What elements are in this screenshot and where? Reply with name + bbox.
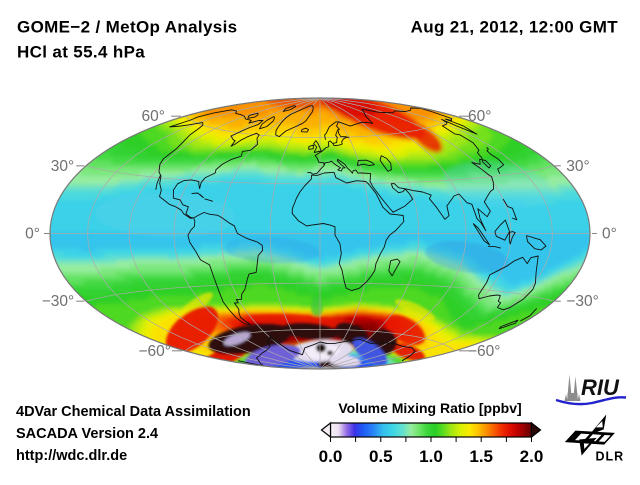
svg-text:2.0: 2.0 xyxy=(520,447,544,466)
svg-text:1.5: 1.5 xyxy=(469,447,493,466)
svg-text:Aug 21, 2012, 12:00 GMT: Aug 21, 2012, 12:00 GMT xyxy=(411,18,619,37)
svg-text:HCl at 55.4 hPa: HCl at 55.4 hPa xyxy=(17,42,145,61)
svg-text:−60°: −60° xyxy=(139,343,172,360)
svg-text:30°: 30° xyxy=(566,158,589,175)
svg-text:−30°: −30° xyxy=(566,293,599,310)
svg-text:60°: 60° xyxy=(468,108,491,125)
svg-text:GOME−2 / MetOp Analysis: GOME−2 / MetOp Analysis xyxy=(17,18,237,37)
svg-text:0.5: 0.5 xyxy=(369,447,393,466)
svg-text:−30°: −30° xyxy=(42,293,75,310)
svg-text:SACADA Version 2.4: SACADA Version 2.4 xyxy=(16,426,158,442)
svg-text:0°: 0° xyxy=(602,226,617,243)
svg-text:30°: 30° xyxy=(51,158,74,175)
svg-text:DLR: DLR xyxy=(596,450,625,464)
svg-text:RIU: RIU xyxy=(581,375,620,400)
svg-text:http://wdc.dlr.de: http://wdc.dlr.de xyxy=(16,448,127,464)
svg-text:60°: 60° xyxy=(142,108,165,125)
svg-text:0°: 0° xyxy=(25,226,40,243)
svg-text:1.0: 1.0 xyxy=(419,447,443,466)
svg-text:−60°: −60° xyxy=(468,343,501,360)
svg-text:4DVar Chemical Data Assimilati: 4DVar Chemical Data Assimilation xyxy=(16,404,251,420)
svg-text:0.0: 0.0 xyxy=(319,447,343,466)
svg-text:Volume Mixing Ratio [ppbv]: Volume Mixing Ratio [ppbv] xyxy=(338,400,521,416)
